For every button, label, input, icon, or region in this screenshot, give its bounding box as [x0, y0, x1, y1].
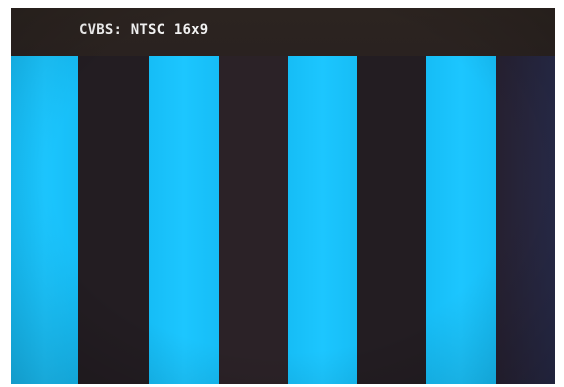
dark-bar-1 [78, 56, 149, 384]
osd-signal-label: CVBS: NTSC 16x9 [79, 22, 209, 38]
cyan-bar-1 [11, 56, 78, 384]
test-pattern-bars [11, 56, 555, 384]
cyan-bar-4 [426, 56, 496, 384]
osd-banner: CVBS: NTSC 16x9 [11, 8, 555, 56]
dark-bar-3 [357, 56, 426, 384]
cyan-bar-3 [288, 56, 357, 384]
dark-bar-2 [219, 56, 288, 384]
display-screen: CVBS: NTSC 16x9 [11, 8, 555, 384]
cyan-bar-2 [149, 56, 219, 384]
dark-bar-4 [496, 56, 555, 384]
